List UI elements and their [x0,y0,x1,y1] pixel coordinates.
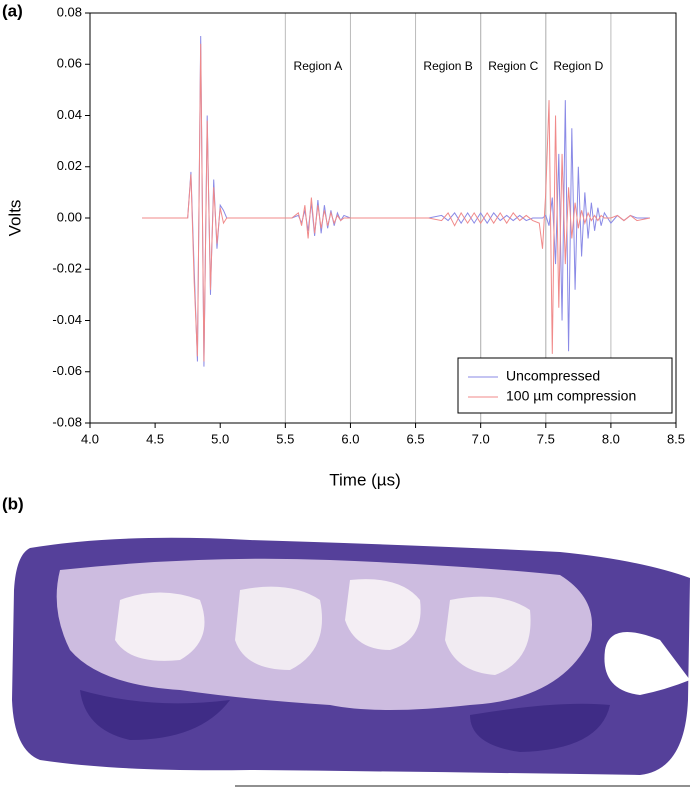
x-tick-label: 8.0 [602,431,620,446]
x-tick-label: 7.0 [472,431,490,446]
notch [604,632,690,695]
x-tick-label: 5.5 [276,431,294,446]
y-tick-label: 0.00 [57,209,82,224]
plot: Region A Region B Region C Region D -0.08 -0.… [52,4,685,446]
series-line [142,36,650,367]
pore [235,586,322,670]
region-label: Region D [553,59,603,73]
y-tick-label: -0.06 [52,363,82,378]
pore [445,596,531,675]
y-tick-label: -0.04 [52,312,82,327]
panel-label: (a) [2,1,23,20]
pore [345,579,421,650]
x-tick-label: 4.0 [81,431,99,446]
legend-label: Uncompressed [506,368,600,384]
x-tick-label: 7.5 [537,431,555,446]
legend-label: 100 µm compression [506,388,636,404]
x-tick-label: 6.0 [341,431,359,446]
y-tick-label: 0.04 [57,107,82,122]
legend-box [457,357,673,414]
region-label: Region A [294,59,343,73]
x-tick-label: 4.5 [146,431,164,446]
y-tick-label: -0.08 [52,414,82,429]
y-tick-label: 0.02 [57,158,82,173]
x-tick-label: 5.0 [211,431,229,446]
x-axis-label: Time (µs) [329,470,401,489]
dense-region [470,703,610,752]
dense-region [80,690,230,740]
series-line [142,43,651,362]
y-tick-label: 0.08 [57,4,82,19]
histology-image [12,537,690,775]
tissue-core [56,558,592,710]
y-tick-label: 0.06 [57,56,82,71]
region-label: Region C [488,59,538,73]
pore [115,592,205,661]
region-label: Region B [423,59,472,73]
panel-label: (b) [2,494,24,513]
y-tick-label: -0.02 [52,261,82,276]
x-tick-label: 8.5 [667,431,685,446]
y-axis-label: Volts [5,200,24,237]
x-tick-label: 6.5 [407,431,425,446]
